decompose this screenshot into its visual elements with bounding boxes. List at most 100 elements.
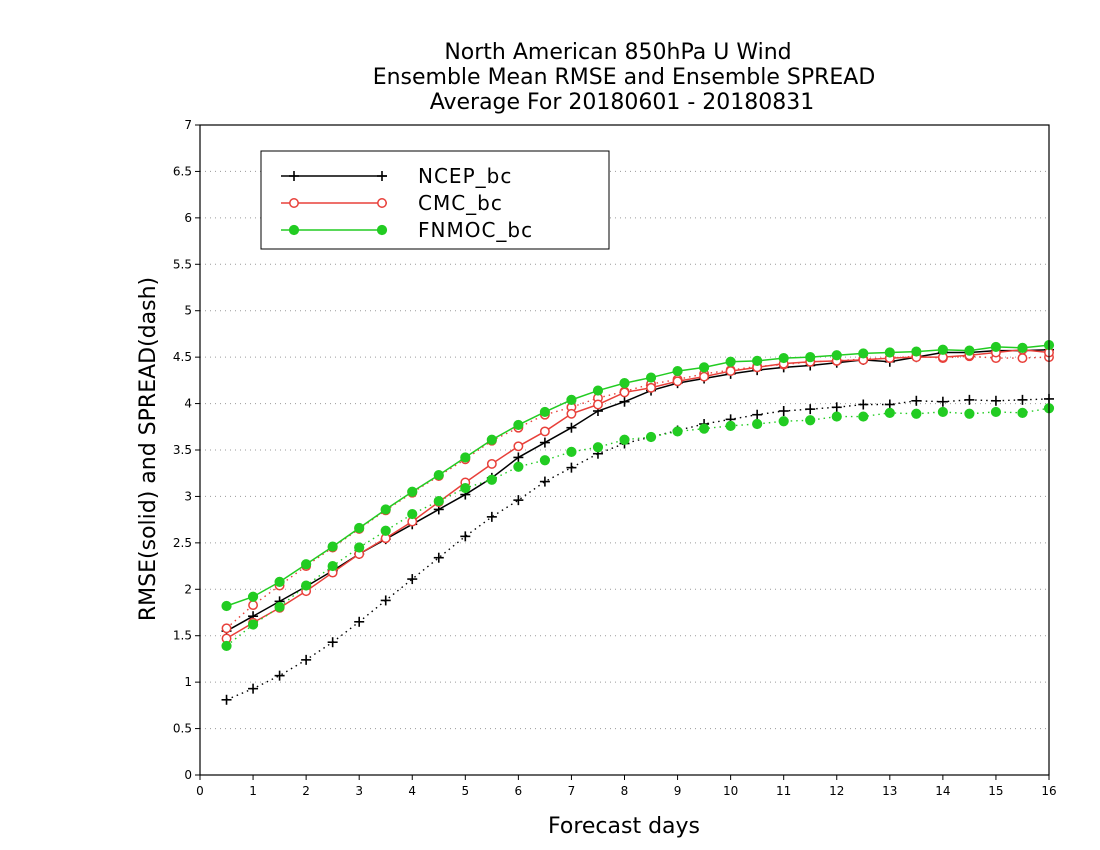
point-fnmoc-bc-spread [831, 411, 842, 422]
point-fnmoc-bc-rmse [831, 350, 842, 361]
legend-marker [289, 198, 299, 208]
line-ncep-bc-spread [226, 398, 1050, 701]
point-fnmoc-bc-spread [964, 408, 975, 419]
y-tick-label: 6.5 [173, 164, 192, 178]
point-fnmoc-bc-rmse [937, 344, 948, 355]
point-fnmoc-bc-spread [725, 420, 736, 431]
point-fnmoc-bc-spread [407, 508, 418, 520]
y-tick-label: 1 [184, 675, 192, 689]
point-fnmoc-bc-rmse [884, 347, 895, 358]
point-ncep-bc-spread [937, 396, 948, 407]
point-cmc-bc-rmse [539, 426, 550, 437]
line-fnmoc-bc-rmse [226, 344, 1050, 607]
point-cmc-bc-spread [1017, 353, 1028, 364]
y-tick-label: 0.5 [173, 722, 192, 736]
point-fnmoc-bc-rmse [513, 419, 524, 431]
point-fnmoc-bc-spread [566, 446, 577, 457]
series-layer [221, 339, 1055, 705]
point-fnmoc-bc-rmse [592, 385, 604, 396]
legend-marker [289, 171, 299, 181]
point-fnmoc-bc-spread [805, 415, 816, 426]
x-tick-label: 4 [408, 784, 416, 798]
point-fnmoc-bc-spread [619, 434, 630, 445]
point-cmc-bc-rmse [486, 458, 497, 469]
point-fnmoc-bc-rmse [1017, 342, 1028, 353]
point-fnmoc-bc-spread [274, 601, 285, 613]
point-ncep-bc-spread [460, 531, 471, 542]
grid [200, 170, 1049, 730]
x-tick-label: 13 [882, 784, 897, 798]
legend-marker [376, 224, 388, 236]
point-cmc-bc-rmse [672, 376, 683, 387]
y-tick-label: 6 [184, 211, 192, 225]
legend-item-cmc-bc: CMC_bc [281, 191, 503, 215]
series-cmc-bc-spread [221, 351, 1054, 634]
point-fnmoc-bc-rmse [539, 406, 551, 418]
point-fnmoc-bc-rmse [672, 365, 683, 377]
y-tick-label: 2.5 [173, 536, 192, 550]
point-fnmoc-bc-spread [592, 442, 604, 453]
point-fnmoc-bc-rmse [752, 355, 763, 366]
point-fnmoc-bc-rmse [566, 394, 577, 405]
point-ncep-bc-spread [539, 476, 550, 487]
point-fnmoc-bc-spread [884, 407, 895, 418]
point-fnmoc-bc-spread [937, 406, 948, 418]
point-cmc-bc-rmse [699, 371, 710, 382]
legend-marker [377, 198, 387, 208]
x-tick-label: 6 [515, 784, 523, 798]
series-ncep-bc-rmse [221, 344, 1054, 637]
x-tick-label: 10 [723, 784, 738, 798]
point-ncep-bc-spread [805, 404, 816, 415]
point-cmc-bc-rmse [646, 382, 656, 393]
point-fnmoc-bc-spread [539, 455, 551, 466]
point-fnmoc-bc-spread [460, 482, 471, 494]
point-ncep-bc-spread [354, 616, 365, 627]
point-fnmoc-bc-rmse [725, 356, 736, 367]
point-fnmoc-bc-rmse [354, 522, 365, 534]
line-cmc-bc-rmse [226, 348, 1050, 640]
series-ncep-bc-spread [221, 393, 1054, 705]
point-fnmoc-bc-spread [380, 525, 391, 536]
point-ncep-bc-spread [221, 694, 232, 705]
point-fnmoc-bc-spread [672, 426, 683, 437]
point-fnmoc-bc-spread [990, 406, 1002, 418]
point-ncep-bc-spread [858, 399, 869, 410]
x-tick-label: 8 [621, 784, 629, 798]
y-tick-label: 2 [184, 582, 192, 596]
point-fnmoc-bc-rmse [247, 591, 259, 602]
point-cmc-bc-rmse [513, 441, 524, 452]
point-fnmoc-bc-rmse [645, 372, 657, 383]
point-fnmoc-bc-spread [698, 423, 710, 434]
legend-label: CMC_bc [418, 191, 503, 215]
legend-marker [288, 224, 300, 236]
y-tick-label: 3.5 [173, 443, 192, 457]
y-tick-label: 4.5 [173, 350, 192, 364]
point-ncep-bc-rmse [539, 437, 550, 448]
point-fnmoc-bc-rmse [964, 345, 975, 356]
series-fnmoc-bc-spread [221, 403, 1055, 652]
point-ncep-bc-spread [831, 402, 842, 413]
x-tick-label: 5 [461, 784, 469, 798]
y-tick-label: 1.5 [173, 629, 192, 643]
point-fnmoc-bc-rmse [858, 348, 869, 359]
point-fnmoc-bc-spread [645, 431, 657, 443]
title-line-2: Ensemble Mean RMSE and Ensemble SPREAD [373, 65, 876, 90]
point-ncep-bc-spread [778, 406, 789, 416]
point-ncep-bc-spread [911, 395, 922, 406]
line-cmc-bc-spread [226, 355, 1050, 629]
point-ncep-bc-rmse [619, 396, 630, 407]
point-ncep-bc-spread [274, 670, 285, 681]
point-fnmoc-bc-rmse [911, 346, 922, 357]
point-cmc-bc-rmse [619, 387, 630, 398]
point-fnmoc-bc-spread [858, 411, 869, 422]
y-tick-label: 4 [184, 397, 192, 411]
point-fnmoc-bc-rmse [698, 362, 710, 373]
y-axis: 0 0.5 1 1.5 2 2.5 3 3.5 4 4.5 5 5.5 6 6.5 7 [173, 118, 200, 782]
title-line-1: North American 850hPa U Wind [444, 40, 791, 65]
x-tick-label: 1 [249, 784, 257, 798]
x-tick-label: 2 [302, 784, 310, 798]
point-fnmoc-bc-rmse [433, 469, 444, 481]
x-tick-label: 9 [674, 784, 682, 798]
series-fnmoc-bc-rmse [221, 339, 1055, 612]
